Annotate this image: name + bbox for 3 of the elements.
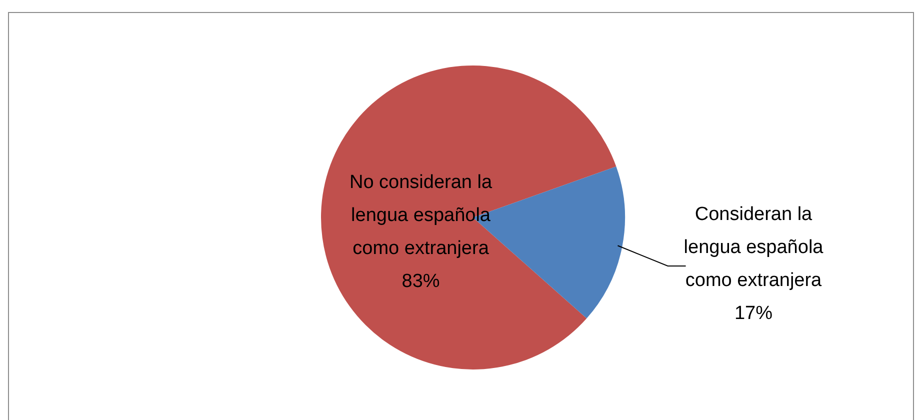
data-label: 83%	[402, 271, 440, 292]
slice-label: Consideran la lengua española como extranjera	[684, 204, 824, 291]
data-label: 17%	[734, 302, 773, 324]
